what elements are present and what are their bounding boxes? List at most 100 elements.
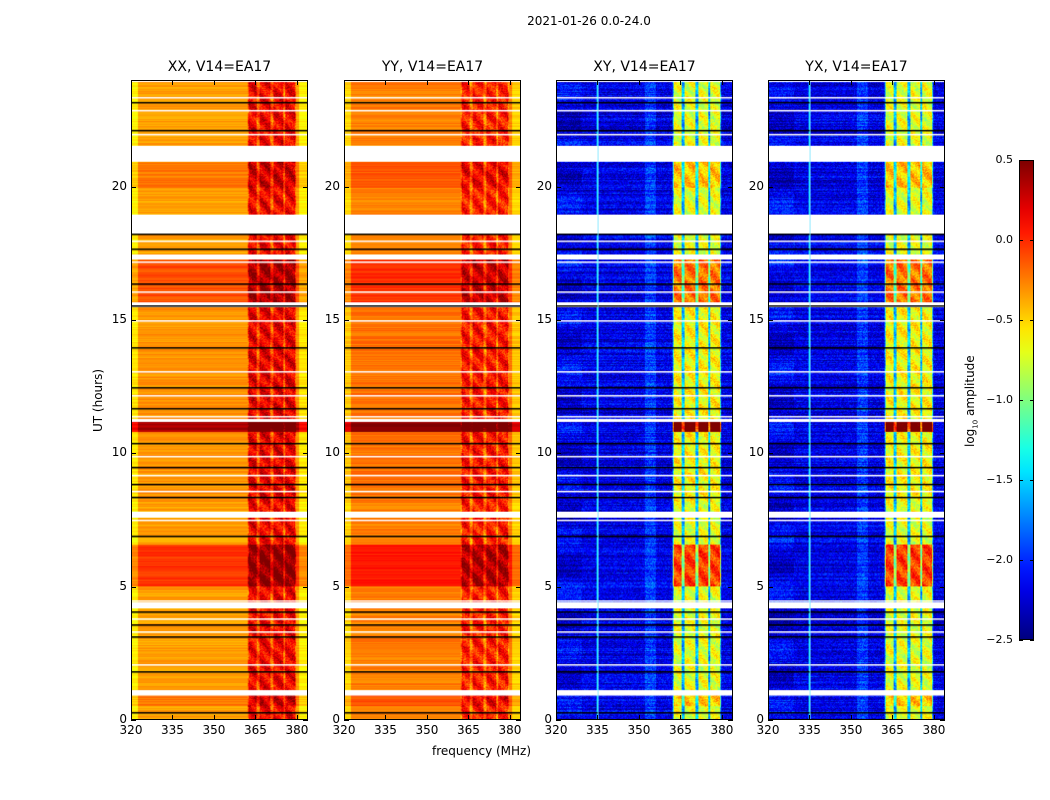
colorbar-tick-mark — [1030, 240, 1034, 241]
x-tick-mark — [892, 715, 894, 720]
colorbar-tick-label: −2.0 — [986, 553, 1013, 566]
y-tick-mark — [556, 586, 561, 588]
x-tick-mark — [768, 715, 769, 720]
x-tick-label: 320 — [756, 723, 780, 737]
y-tick-label: 20 — [536, 178, 552, 193]
x-tick-mark — [933, 715, 935, 720]
y-tick-label: 20 — [748, 178, 764, 193]
y-tick-mark — [516, 320, 521, 321]
x-tick-mark — [850, 80, 852, 85]
y-tick-label: 15 — [748, 312, 764, 326]
y-tick-mark — [344, 720, 349, 721]
x-tick-mark — [597, 715, 599, 720]
y-tick-mark — [728, 586, 733, 588]
x-tick-mark — [296, 80, 298, 85]
y-tick-label: 15 — [111, 312, 127, 326]
y-tick-mark — [131, 320, 136, 321]
heatmap-panel-yy — [344, 80, 521, 720]
heatmap-panel-xy — [556, 80, 733, 720]
y-tick-mark — [344, 186, 349, 188]
panel-title-yx: YX, V14=EA17 — [805, 59, 908, 75]
colorbar-tick-label: −0.5 — [986, 313, 1013, 326]
heatmap-panel-xx — [131, 80, 308, 720]
x-tick-label: 335 — [374, 723, 397, 737]
y-tick-mark — [556, 453, 561, 455]
x-tick-mark — [933, 80, 935, 85]
x-tick-mark — [255, 715, 257, 720]
heatmap-xy — [557, 81, 732, 719]
x-tick-label: 365 — [457, 723, 480, 737]
colorbar-tick-label: −2.5 — [986, 633, 1013, 646]
x-tick-label: 365 — [244, 723, 267, 737]
panel-title-xx: XX, V14=EA17 — [167, 59, 272, 75]
x-tick-mark — [255, 80, 257, 85]
x-tick-label: 365 — [881, 723, 904, 737]
y-tick-label: 5 — [544, 578, 552, 593]
colorbar-tick-mark — [1030, 160, 1034, 161]
y-tick-label: 20 — [324, 178, 340, 193]
x-tick-mark — [809, 715, 811, 720]
colorbar-tick-mark — [1019, 400, 1023, 401]
x-tick-label: 380 — [922, 723, 946, 737]
x-tick-mark — [344, 715, 345, 720]
y-tick-mark — [303, 586, 308, 588]
x-tick-label: 320 — [119, 723, 143, 737]
y-tick-mark — [303, 186, 308, 188]
colorbar-tick-mark — [1019, 320, 1023, 321]
y-axis-label: UT (hours) — [91, 368, 105, 432]
x-tick-mark — [638, 80, 640, 85]
y-tick-mark — [556, 186, 561, 188]
heatmap-panel-yx — [768, 80, 945, 720]
y-tick-mark — [768, 720, 773, 721]
colorbar-tick-label: −1.0 — [986, 393, 1013, 406]
y-tick-mark — [940, 453, 945, 455]
y-tick-mark — [344, 320, 349, 321]
x-tick-mark — [426, 715, 428, 720]
x-tick-mark — [638, 715, 640, 720]
x-tick-mark — [213, 715, 215, 720]
colorbar-tick-mark — [1019, 560, 1023, 561]
y-tick-mark — [728, 453, 733, 455]
heatmap-yy — [345, 81, 520, 719]
y-tick-mark — [940, 320, 945, 321]
colorbar-label: log10 amplitude — [963, 355, 979, 447]
y-tick-mark — [131, 586, 136, 588]
y-tick-mark — [940, 586, 945, 588]
heatmap-xx — [132, 81, 307, 719]
figure-title: 2021-01-26 0.0-24.0 — [527, 14, 651, 28]
y-tick-mark — [516, 453, 521, 455]
x-tick-mark — [509, 80, 511, 85]
x-tick-mark — [680, 715, 682, 720]
y-tick-label: 15 — [324, 312, 340, 326]
x-tick-mark — [131, 80, 132, 85]
y-tick-label: 5 — [756, 578, 764, 593]
colorbar-label-rest: amplitude — [963, 355, 977, 420]
x-axis-label: frequency (MHz) — [432, 744, 532, 758]
y-tick-mark — [768, 186, 773, 188]
x-tick-mark — [556, 80, 557, 85]
y-tick-mark — [344, 453, 349, 455]
x-tick-mark — [172, 715, 174, 720]
x-tick-mark — [213, 80, 215, 85]
x-tick-mark — [426, 80, 428, 85]
y-tick-label: 15 — [536, 312, 552, 326]
y-tick-mark — [516, 186, 521, 188]
y-tick-label: 10 — [748, 445, 764, 460]
y-tick-label: 10 — [536, 445, 552, 460]
x-tick-mark — [385, 80, 387, 85]
y-tick-label: 10 — [324, 445, 340, 460]
colorbar-tick-label: 0.0 — [995, 233, 1014, 246]
y-tick-mark — [768, 586, 773, 588]
y-tick-label: 5 — [332, 578, 340, 593]
y-tick-mark — [728, 720, 733, 721]
y-tick-mark — [131, 453, 136, 455]
x-tick-label: 335 — [161, 723, 184, 737]
x-tick-mark — [509, 715, 511, 720]
x-tick-mark — [296, 715, 298, 720]
x-tick-label: 320 — [332, 723, 356, 737]
colorbar-tick-label: −1.5 — [986, 473, 1013, 486]
y-tick-mark — [131, 186, 136, 188]
y-tick-label: 0 — [756, 712, 764, 726]
colorbar-tick-mark — [1019, 480, 1023, 481]
panel-title-yy: YY, V14=EA17 — [381, 59, 484, 75]
